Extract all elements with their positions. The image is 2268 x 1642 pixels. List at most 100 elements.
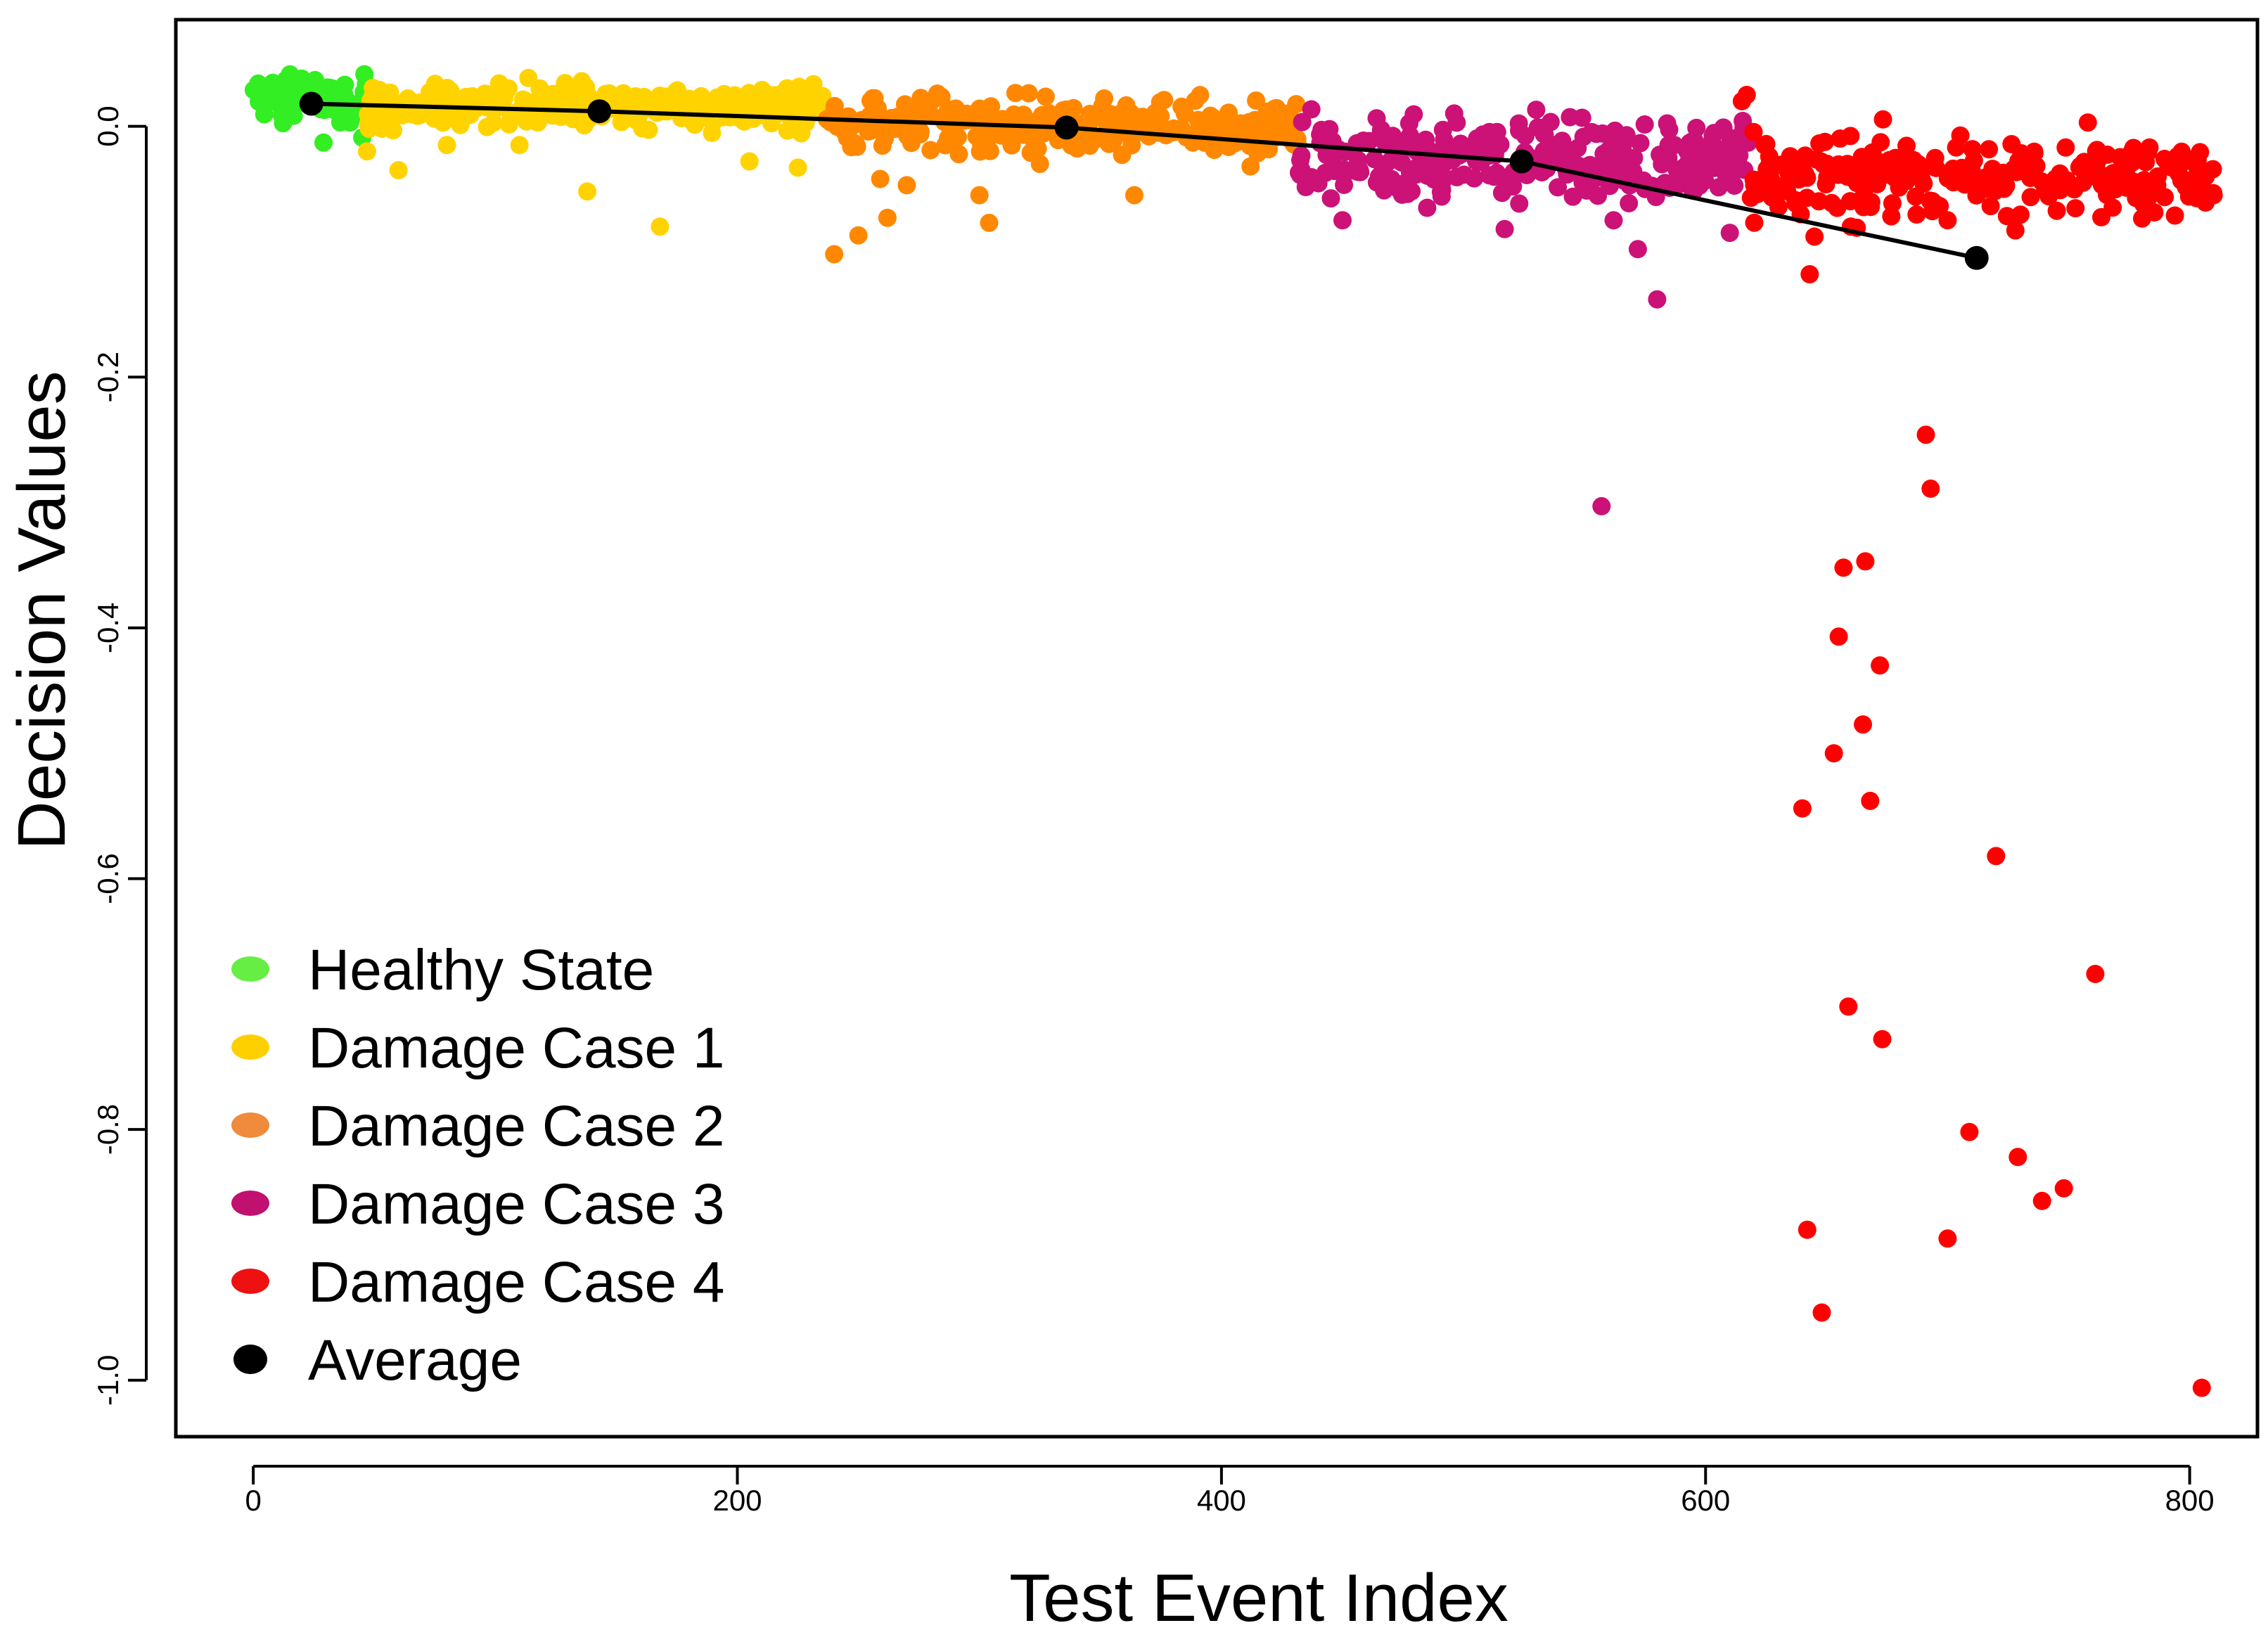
- data-point: [1431, 183, 1450, 202]
- data-point: [1947, 138, 1966, 157]
- data-point: [1902, 167, 1921, 186]
- data-point: [1976, 168, 1995, 187]
- data-point: [2036, 179, 2055, 198]
- data-point: [911, 122, 930, 141]
- data-point: [2204, 184, 2223, 203]
- data-point: [355, 65, 374, 84]
- legend-item: Damage Case 2: [231, 1094, 725, 1158]
- data-point: [359, 120, 378, 139]
- outlier-point: [1834, 558, 1853, 577]
- legend: Healthy State Damage Case 1 Damage Case 2 D…: [231, 938, 725, 1392]
- data-point: [790, 77, 809, 96]
- legend-marker: [231, 1269, 269, 1294]
- data-point: [2011, 205, 2030, 224]
- data-point: [1883, 194, 1902, 213]
- data-point: [1757, 134, 1776, 153]
- series-damage-case-4: [1732, 86, 2223, 1397]
- outlier-point: [2054, 1179, 2073, 1198]
- outlier-point: [1290, 163, 1308, 182]
- outlier-point: [1418, 198, 1437, 217]
- data-point: [274, 114, 293, 133]
- data-point: [942, 121, 961, 140]
- data-point: [1981, 197, 2000, 216]
- data-point: [1573, 173, 1592, 192]
- outlier-point: [1854, 715, 1872, 734]
- data-point: [1617, 126, 1636, 145]
- data-point: [1191, 86, 1210, 105]
- data-point: [1404, 105, 1423, 124]
- data-point: [1354, 132, 1373, 150]
- outlier-point: [1628, 240, 1647, 259]
- data-point: [2012, 144, 2031, 162]
- data-point: [921, 141, 940, 160]
- outlier-point: [1987, 847, 2006, 866]
- data-point: [1365, 150, 1384, 169]
- data-point: [2196, 167, 2215, 186]
- data-point: [1897, 136, 1916, 155]
- legend-label: Damage Case 3: [308, 1172, 725, 1236]
- data-point: [1580, 155, 1599, 174]
- outlier-point: [1824, 744, 1843, 763]
- legend-marker: [233, 1345, 267, 1374]
- data-point: [627, 111, 646, 130]
- data-point: [717, 86, 736, 105]
- data-point: [967, 127, 986, 146]
- data-point: [885, 120, 904, 139]
- outlier-point: [651, 217, 669, 236]
- data-point: [517, 112, 536, 131]
- outlier-point: [1805, 227, 1824, 246]
- outlier-point: [2032, 1191, 2051, 1210]
- data-point: [1392, 153, 1411, 172]
- data-point: [1372, 120, 1390, 139]
- y-axis: 0.0 -0.2 -0.4 -0.6 -0.8 -1.0: [91, 105, 148, 1406]
- outlier-point: [1333, 211, 1352, 230]
- y-tick-label: -0.4: [91, 603, 124, 653]
- data-point: [1388, 179, 1407, 198]
- legend-item: Healthy State: [231, 938, 654, 1002]
- data-point: [519, 68, 538, 87]
- outlier-point: [825, 245, 844, 264]
- data-point: [1302, 100, 1321, 119]
- legend-marker: [231, 1034, 269, 1060]
- data-point: [1447, 168, 1466, 186]
- outlier-point: [1604, 211, 1623, 230]
- data-point: [1635, 115, 1654, 134]
- data-point: [804, 75, 823, 94]
- legend-label: Damage Case 1: [308, 1016, 725, 1080]
- data-point: [1139, 127, 1158, 146]
- data-point: [1311, 134, 1330, 153]
- outlier-point: [970, 186, 989, 205]
- outlier-point: [849, 226, 868, 245]
- data-point: [1744, 170, 1763, 189]
- data-point: [1292, 146, 1311, 165]
- data-point: [1994, 163, 2013, 182]
- data-point: [2158, 154, 2177, 173]
- outlier-point: [788, 158, 807, 177]
- outlier-point: [1812, 1303, 1831, 1322]
- data-point: [1102, 110, 1121, 129]
- data-point: [1271, 108, 1290, 127]
- data-point: [1620, 194, 1639, 212]
- outlier-point: [1720, 224, 1739, 243]
- data-point: [1435, 130, 1454, 149]
- x-tick-label: 600: [1681, 1484, 1730, 1517]
- average-point: [299, 91, 323, 116]
- data-point: [1748, 184, 1767, 203]
- outlier-point: [1938, 211, 1957, 230]
- outlier-point: [1800, 265, 1819, 283]
- data-point: [1287, 95, 1306, 114]
- y-axis-title: Decision Values: [4, 371, 79, 849]
- data-point: [2177, 150, 2196, 169]
- outlier-point: [1648, 290, 1667, 309]
- data-point: [2124, 139, 2143, 158]
- average-point: [1054, 115, 1079, 140]
- data-point: [2078, 113, 2097, 132]
- data-point: [2021, 188, 2040, 207]
- data-point: [1172, 119, 1191, 138]
- data-point: [2012, 160, 2031, 179]
- data-point: [1321, 161, 1340, 180]
- data-point: [1907, 205, 1926, 224]
- data-point: [483, 95, 502, 114]
- y-tick-label: 0.0: [91, 105, 124, 146]
